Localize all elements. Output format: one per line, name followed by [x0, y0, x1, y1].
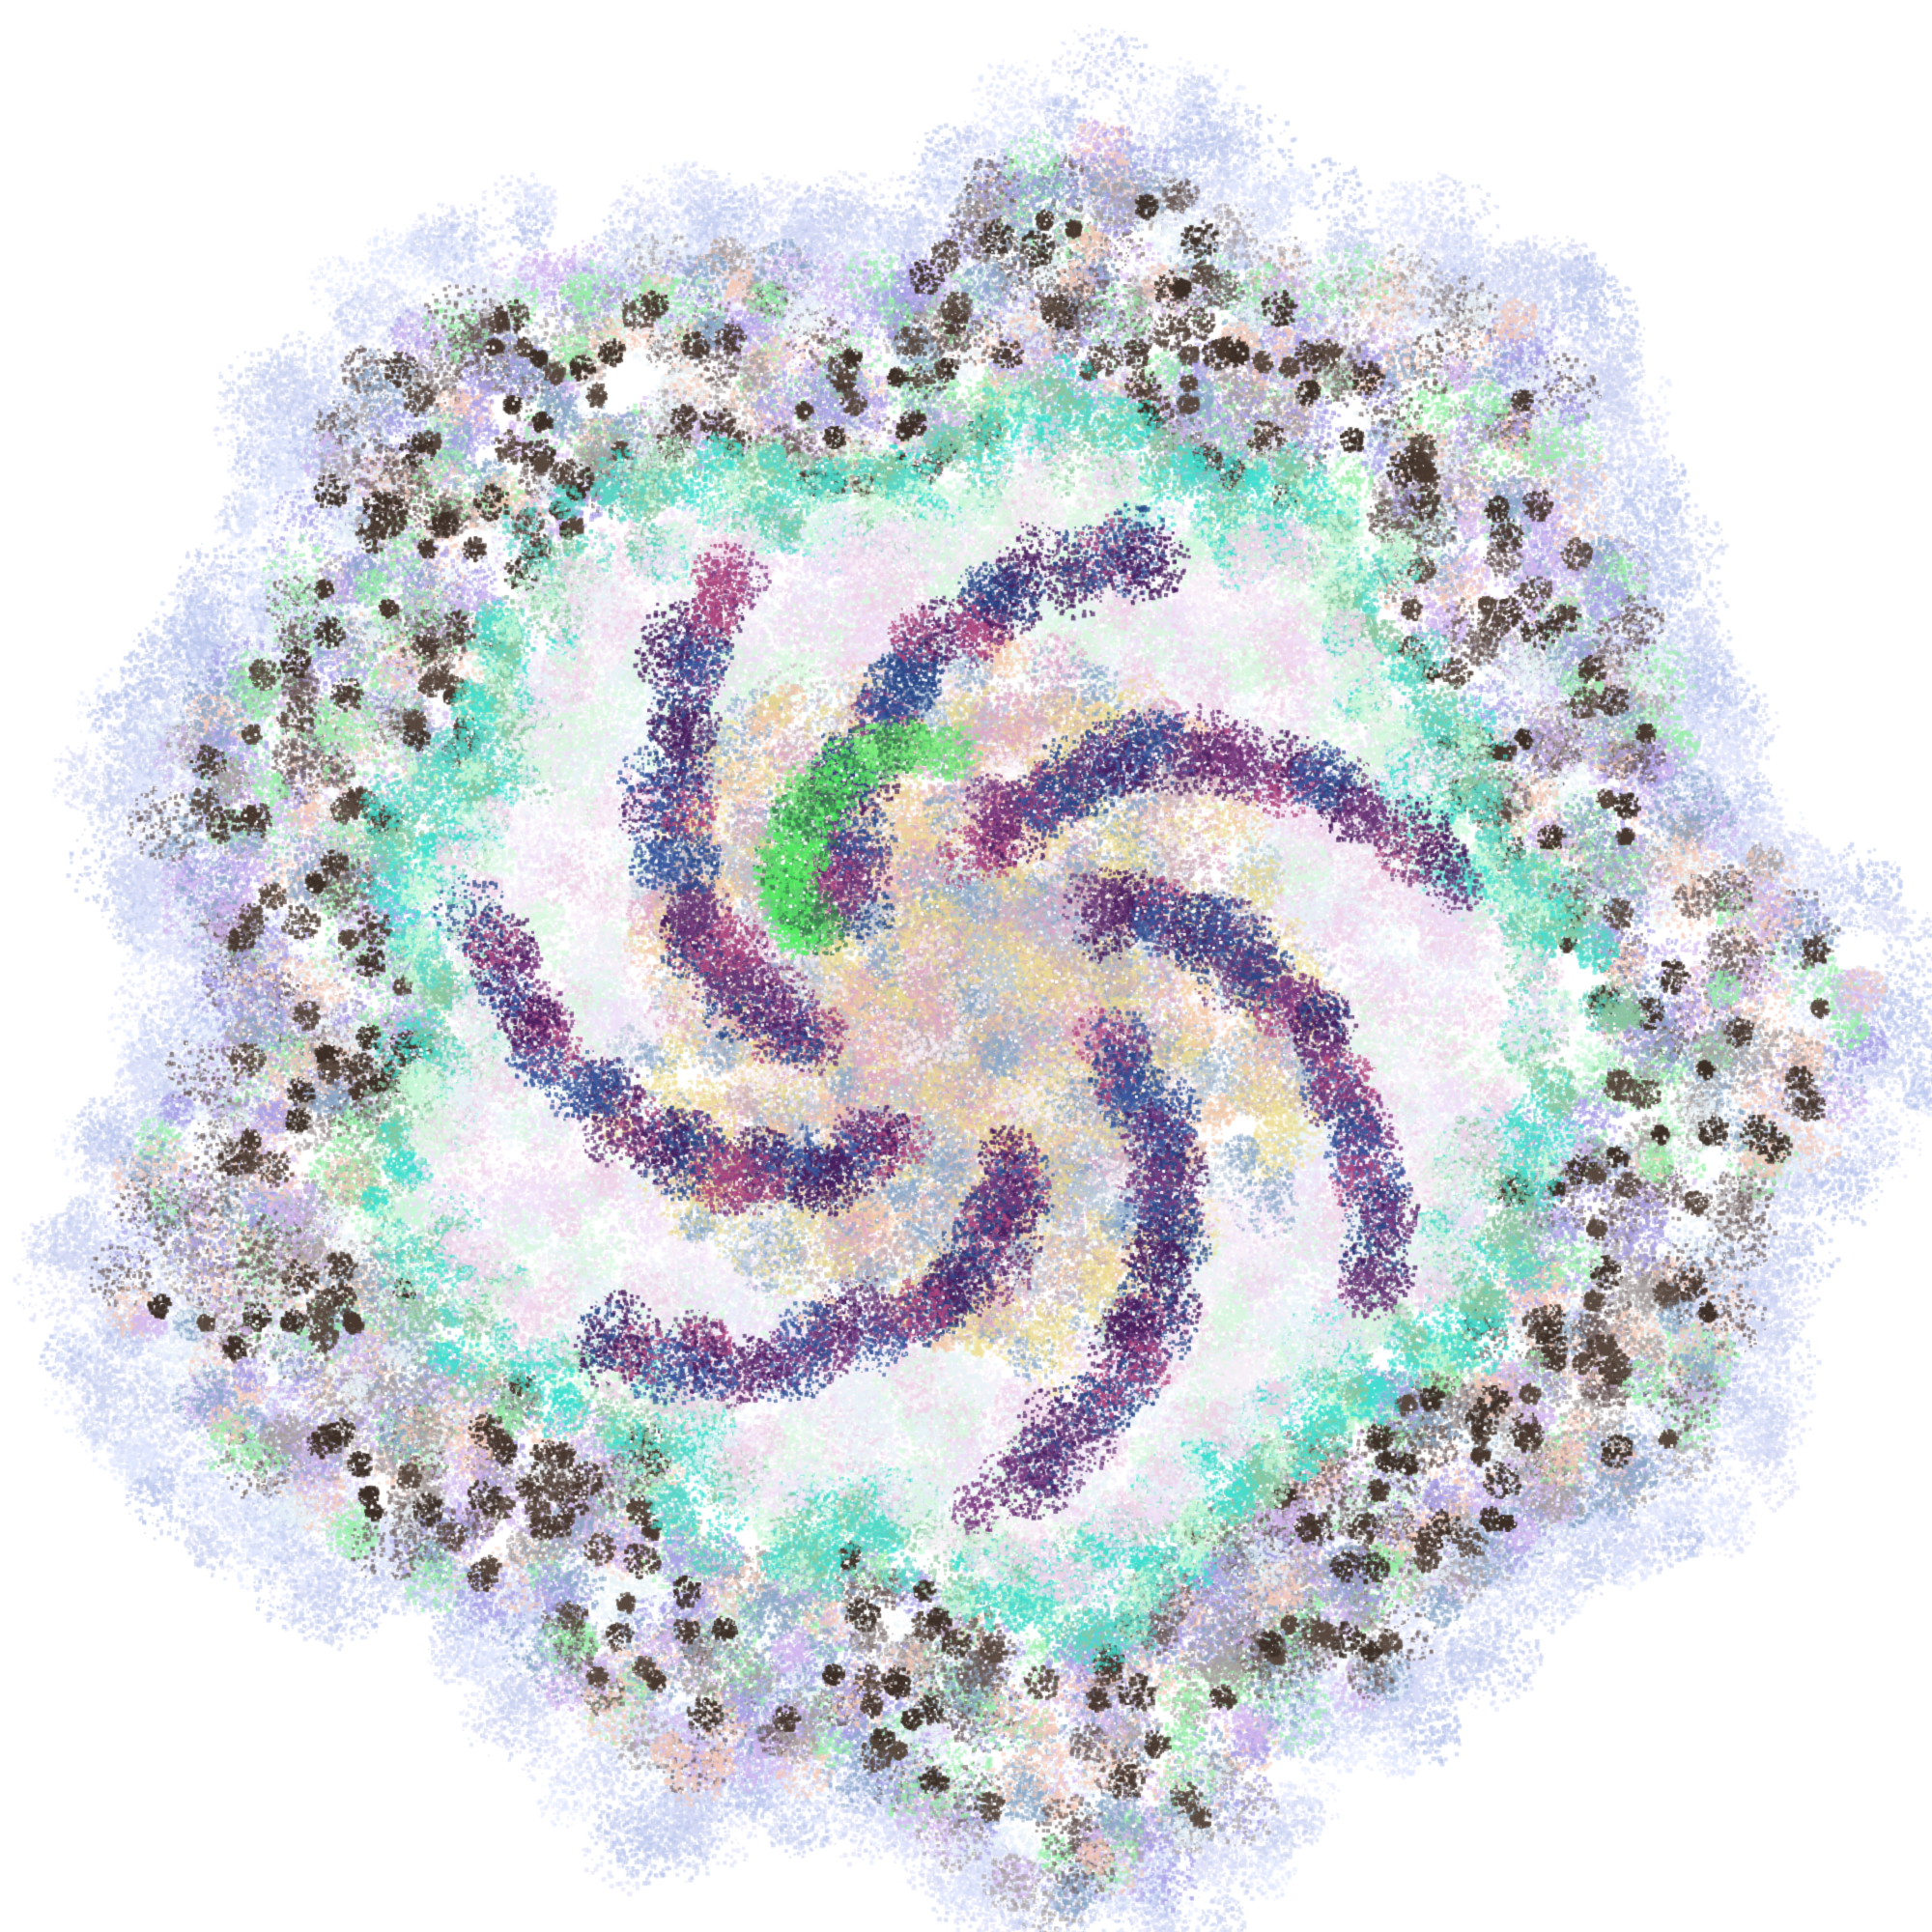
artwork-stage [0, 0, 1932, 1932]
generative-artwork-canvas [0, 0, 1932, 1932]
